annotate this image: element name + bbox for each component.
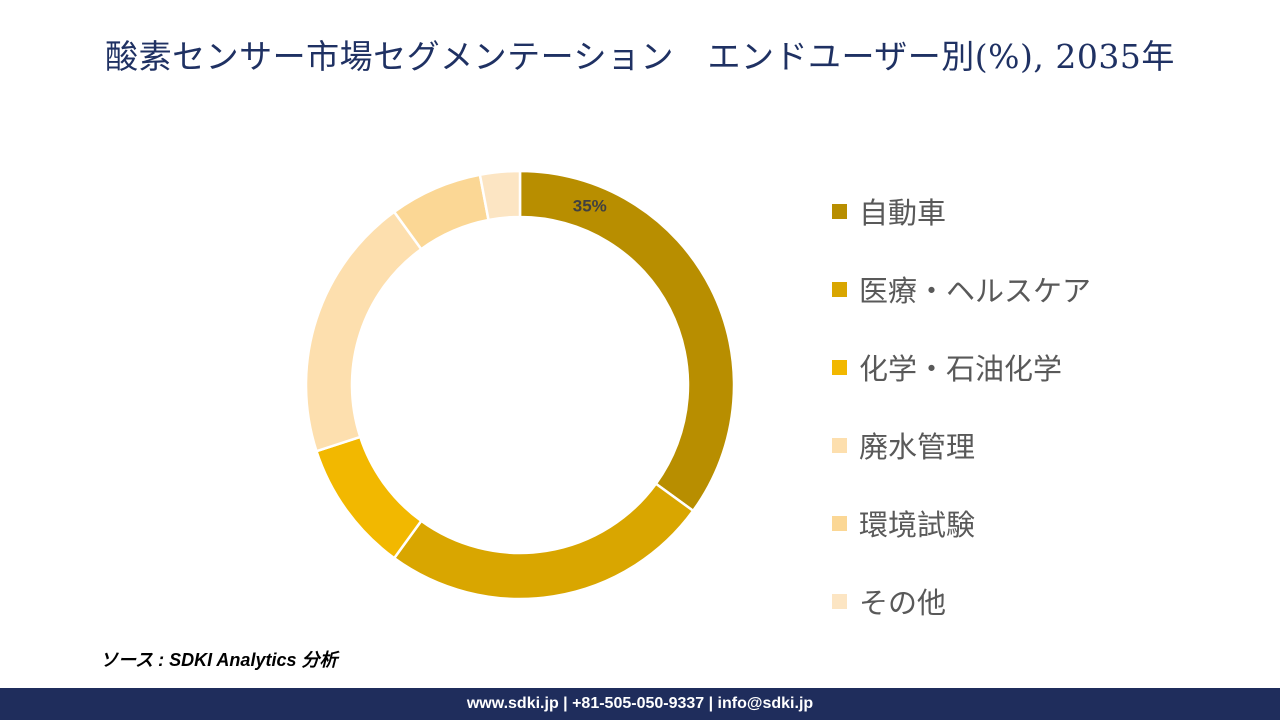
legend-label: 環境試験 bbox=[859, 508, 976, 542]
slice-3 bbox=[314, 435, 423, 560]
legend-label: 化学・石油化学 bbox=[859, 352, 1063, 386]
legend-swatch bbox=[832, 281, 847, 297]
chart-title: 酸素センサー市場セグメンテーション エンドユーザー別(%), 2035年 bbox=[105, 37, 1175, 76]
legend-swatch bbox=[832, 515, 847, 531]
legend-swatch bbox=[832, 437, 847, 453]
legend-label: その他 bbox=[859, 586, 947, 620]
slice-data-label: 35% bbox=[573, 197, 607, 216]
slice-4 bbox=[304, 210, 423, 453]
slice-1 bbox=[518, 169, 736, 513]
donut-chart: 35% bbox=[304, 169, 736, 601]
legend-label: 医療・ヘルスケア bbox=[859, 274, 1092, 308]
legend-swatch bbox=[832, 359, 847, 375]
legend-item: 環境試験 bbox=[832, 484, 1091, 562]
legend-item: 化学・石油化学 bbox=[832, 328, 1091, 406]
legend-item: 医療・ヘルスケア bbox=[832, 250, 1091, 328]
legend-item: 自動車 bbox=[832, 172, 1091, 250]
chart-legend: 自動車医療・ヘルスケア 化学・石油化学 廃水管理環境試験その他 bbox=[832, 172, 1091, 640]
footer-contact: www.sdki.jp | +81-505-050-9337 | info@sd… bbox=[466, 695, 814, 712]
legend-swatch bbox=[832, 593, 847, 609]
slice-2 bbox=[392, 482, 695, 601]
footer-bar: www.sdki.jp | +81-505-050-9337 | info@sd… bbox=[0, 688, 1280, 720]
slice-6 bbox=[478, 169, 522, 222]
legend-item: その他 bbox=[832, 562, 1091, 640]
legend-item: 廃水管理 bbox=[832, 406, 1091, 484]
source-note: ソース : SDKI Analytics 分析 bbox=[100, 650, 338, 670]
legend-label: 自動車 bbox=[859, 196, 947, 230]
legend-label: 廃水管理 bbox=[859, 430, 976, 464]
legend-swatch bbox=[832, 203, 847, 219]
